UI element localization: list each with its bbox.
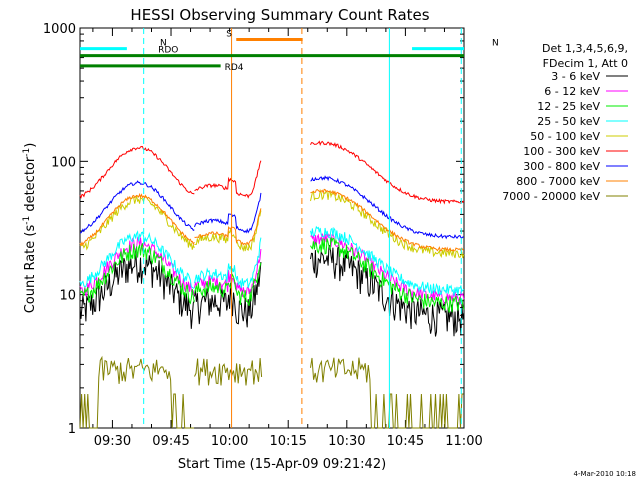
series-line-7 — [194, 208, 262, 246]
series-line-6 — [79, 180, 195, 234]
series-line-3 — [79, 230, 195, 289]
y-tick-label: 1000 — [43, 22, 76, 37]
legend: Det 1,3,4,5,6,9, FDecim 1, Att 03 - 6 keV… — [502, 42, 628, 203]
series-line-6 — [310, 175, 464, 240]
series-line-4 — [194, 210, 262, 253]
y-tick-label: 10 — [59, 289, 76, 304]
series-line-3 — [194, 237, 262, 289]
legend-label: 7000 - 20000 keV — [502, 190, 600, 203]
annotation-label: RD4 — [225, 63, 244, 73]
legend-label: 100 - 300 keV — [523, 145, 600, 158]
series-line-4 — [310, 188, 465, 259]
annotation-label: S — [226, 29, 232, 39]
series-line-8 — [194, 358, 263, 386]
x-tick-label: 09:30 — [94, 434, 131, 449]
series-line-0 — [310, 244, 465, 337]
legend-label: 300 - 800 keV — [523, 160, 600, 173]
legend-label: 6 - 12 keV — [544, 85, 600, 98]
series-line-7 — [79, 192, 195, 247]
series-line-0 — [79, 249, 195, 329]
svg-text:Count Rate (s-1 detector-1): Count Rate (s-1 detector-1) — [22, 143, 38, 314]
legend-label: 50 - 100 keV — [530, 130, 600, 143]
x-tick-label: 10:45 — [387, 434, 424, 449]
footer-date: 4-Mar-2010 10:18 — [574, 470, 636, 478]
series-line-8 — [79, 355, 195, 429]
series-line-6 — [194, 192, 262, 234]
plot-frame — [79, 27, 465, 429]
x-tick-label: 11:00 — [445, 434, 482, 449]
legend-header: FDecim 1, Att 0 — [543, 57, 628, 70]
x-tick-label: 09:45 — [152, 434, 189, 449]
series-line-5 — [310, 140, 465, 205]
x-tick-label: 10:15 — [269, 434, 306, 449]
plot-area: 09:30 09:45 10:00 10:15 10:30 10:45 11:00 1 10 10… — [43, 22, 499, 449]
series-line-7 — [310, 188, 464, 253]
legend-header: Det 1,3,4,5,6,9, — [542, 42, 628, 55]
series-line-8 — [310, 357, 464, 429]
series-line-5 — [79, 145, 195, 199]
legend-label: 25 - 50 keV — [537, 115, 600, 128]
series-line-2 — [79, 243, 195, 305]
y-tick-label: 100 — [51, 155, 76, 170]
series-line-2 — [310, 237, 465, 313]
annotation-label: N — [160, 39, 167, 49]
x-tick-label: 10:00 — [211, 434, 248, 449]
legend-label: 3 - 6 keV — [551, 70, 600, 83]
x-tick-label: 10:30 — [328, 434, 365, 449]
y-tick-label: 1 — [68, 422, 76, 437]
annotation-label: RDO — [158, 46, 178, 56]
series-line-3 — [310, 225, 465, 297]
annotation-label: N — [492, 39, 499, 49]
legend-label: 12 - 25 keV — [537, 100, 600, 113]
legend-label: 800 - 7000 keV — [516, 175, 600, 188]
series-line-1 — [194, 248, 262, 298]
chart-title: HESSI Observing Summary Count Rates — [130, 6, 429, 24]
y-axis-label: Count Rate (s-1 detector-1) — [22, 143, 38, 314]
series-line-5 — [194, 160, 262, 199]
series-line-2 — [194, 262, 262, 306]
x-axis-label: Start Time (15-Apr-09 09:21:42) — [178, 457, 386, 472]
